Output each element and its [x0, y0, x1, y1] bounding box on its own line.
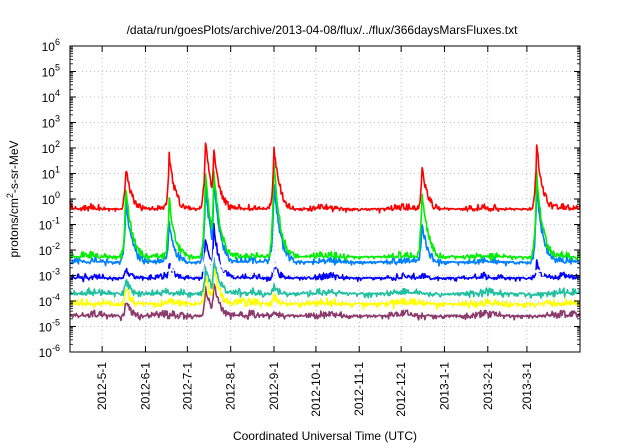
y-tick-exponent: -2 [52, 241, 60, 251]
y-tick-label: 10-2 [39, 241, 60, 258]
y-tick-exponent: 4 [55, 88, 60, 98]
y-tick-label: 106 [42, 37, 60, 54]
chart-title: /data/run/goesPlots/archive/2013-04-08/f… [127, 23, 519, 37]
series-layer [69, 142, 581, 322]
y-tick-label: 10-4 [39, 292, 60, 309]
x-tick-label: 2013-1-1 [437, 362, 451, 410]
series-line [69, 142, 581, 214]
y-tick-base: 10 [42, 117, 56, 131]
series-line [69, 282, 581, 322]
series-line [69, 256, 581, 299]
y-tick-label: 10-5 [39, 318, 60, 335]
y-tick-base: 10 [39, 346, 53, 360]
y-label-suffix: -s-sr-MeV [7, 140, 21, 193]
y-label-sup: 2 [5, 193, 15, 198]
y-tick-label: 10-3 [39, 267, 60, 284]
y-tick-exponent: -5 [52, 318, 60, 328]
tick-layer: 10-610-510-410-310-210-11001011021031041… [39, 37, 580, 417]
y-tick-base: 10 [39, 219, 53, 233]
x-tick-label: 2012-8-1 [224, 362, 238, 410]
series-line [69, 267, 581, 310]
series-line [69, 161, 581, 262]
y-tick-label: 100 [42, 190, 60, 207]
x-tick-label: 2013-3-1 [520, 362, 534, 410]
y-tick-exponent: 5 [55, 63, 60, 73]
y-tick-exponent: 2 [55, 139, 60, 149]
y-tick-label: 10-1 [39, 216, 60, 233]
y-tick-label: 105 [42, 63, 60, 80]
x-tick-label: 2012-6-1 [138, 362, 152, 410]
y-tick-base: 10 [42, 91, 56, 105]
y-tick-exponent: -4 [52, 292, 60, 302]
y-tick-exponent: 6 [55, 37, 60, 47]
y-tick-base: 10 [39, 295, 53, 309]
y-tick-base: 10 [42, 40, 56, 54]
series-line [69, 222, 581, 283]
y-tick-label: 103 [42, 114, 60, 131]
y-tick-label: 102 [42, 139, 60, 156]
y-tick-label: 10-6 [39, 343, 60, 360]
y-tick-exponent: 0 [55, 190, 60, 200]
x-axis-label: Coordinated Universal Time (UTC) [233, 429, 417, 443]
y-tick-label: 104 [42, 88, 60, 105]
y-tick-exponent: -3 [52, 267, 60, 277]
x-tick-label: 2012-7-1 [180, 362, 194, 410]
y-tick-base: 10 [42, 168, 56, 182]
series-line [69, 180, 581, 267]
y-tick-base: 10 [39, 244, 53, 258]
series-line [69, 249, 581, 277]
y-tick-base: 10 [42, 142, 56, 156]
y-tick-base: 10 [39, 270, 53, 284]
y-tick-exponent: 1 [55, 165, 60, 175]
x-tick-label: 2012-10-1 [309, 362, 323, 417]
x-tick-label: 2013-2-1 [481, 362, 495, 410]
y-axis-label: protons/cm2-s-sr-MeV [5, 140, 21, 257]
y-tick-exponent: -6 [52, 343, 60, 353]
y-tick-exponent: -1 [52, 216, 60, 226]
y-label-prefix: protons/cm [7, 198, 21, 257]
x-tick-label: 2012-12-1 [394, 362, 408, 417]
x-tick-label: 2012-9-1 [267, 362, 281, 410]
y-tick-base: 10 [42, 193, 56, 207]
x-tick-label: 2012-5-1 [95, 362, 109, 410]
x-tick-label: 2012-11-1 [352, 362, 366, 416]
y-tick-base: 10 [42, 66, 56, 80]
y-tick-label: 101 [42, 165, 60, 182]
y-tick-base: 10 [39, 321, 53, 335]
y-tick-exponent: 3 [55, 114, 60, 124]
